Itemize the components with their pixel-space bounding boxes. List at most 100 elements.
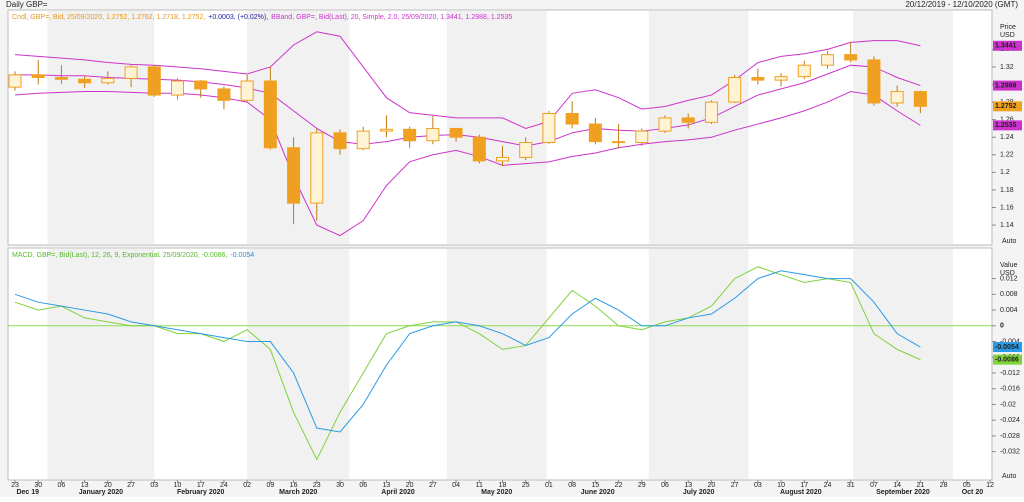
month-label: Dec 19 [16,489,39,496]
candle-body [728,76,742,103]
candle-body [54,76,68,80]
x-tick-label: 01 [545,482,553,489]
x-tick-label: 16 [290,482,298,489]
candle-body [565,113,579,125]
candle-body [844,54,858,61]
axis-unit: USD [1000,32,1015,39]
x-tick-label: 04 [452,482,460,489]
y-tick-label: -0.024 [1000,417,1020,424]
x-tick-label: 17 [800,482,808,489]
x-tick-label: 28 [940,482,948,489]
x-tick-label: 05 [963,482,971,489]
month-label: April 2020 [381,489,415,496]
x-tick-label: 13 [383,482,391,489]
y-tick-label: -0.02 [1000,401,1016,408]
month-label: August 2020 [780,489,822,496]
candle-body [147,66,161,96]
value-tag [993,40,1022,51]
candle-body [287,147,301,204]
month-stripe [648,249,749,479]
legend-entry: Cndl, GBP=, Bid, 25/09/2020, 1.2752, 1.2… [12,14,205,21]
x-tick-label: 10 [777,482,785,489]
x-tick-label: 14 [893,482,901,489]
value-tag-label: 1.2988 [995,82,1017,89]
x-tick-label: 27 [429,482,437,489]
x-tick-label: 24 [220,482,228,489]
candle-body [8,74,22,88]
month-label: May 2020 [481,489,512,496]
month-label: March 2020 [279,489,317,496]
candle-body [681,117,695,123]
candle-body [31,74,45,78]
candle-body [240,80,254,101]
candle-body [217,88,231,101]
x-tick-label: 23 [11,482,19,489]
x-tick-label: 11 [476,482,483,489]
auto-button[interactable]: Auto [1002,473,1017,480]
series-line [14,266,921,461]
candle-body [890,91,904,104]
candle-body [333,132,347,150]
candle-body [612,141,626,144]
x-tick-label: 29 [638,482,646,489]
x-tick-label: 23 [313,482,321,489]
candle-body [913,91,927,107]
y-tick-label: 0.008 [1000,291,1018,298]
candle-body [356,130,370,150]
candle-body [542,113,556,143]
candle-body [78,78,92,84]
y-tick-label: 0.012 [1000,275,1018,282]
candle-body [774,76,788,81]
series-line [15,64,921,147]
y-tick-label: 1.26 [1000,116,1014,123]
header-title: Daily GBP= [6,0,48,9]
month-stripe [47,249,155,479]
candle-body [310,132,324,204]
y-tick-label: -0.028 [1000,433,1020,440]
y-tick-label: 1.32 [1000,64,1014,71]
month-stripe [247,249,350,479]
x-tick-label: 27 [731,482,739,489]
axis-title: Value [1000,262,1017,269]
value-tag-label: -0.0054 [995,344,1019,351]
value-tag [993,101,1022,112]
legend: MACD, GBP=, Bid(Last), 12, 26, 9, Expone… [12,252,254,259]
series-line [14,31,921,129]
series-line [14,270,921,433]
y-tick-label: 0.004 [1000,307,1018,314]
legend-entry: +0.0003, (+0.02%), [208,14,268,21]
candle-body [658,117,672,132]
y-tick-label: 1.22 [1000,152,1014,159]
candle-body [867,59,881,104]
candle-body [124,66,138,79]
x-tick-label: 15 [591,482,599,489]
legend-entry: -0.0054 [230,252,254,259]
x-tick-label: 13 [81,482,89,489]
auto-button[interactable]: Auto [1002,238,1017,245]
header-range: 20/12/2019 - 12/10/2020 (GMT) [905,0,1018,9]
candle-body [426,127,440,142]
month-stripe [446,249,547,479]
x-tick-label: 03 [150,482,158,489]
candle-body [751,76,765,81]
candle-body [797,64,811,78]
x-tick-label: 09 [266,482,274,489]
legend-entry: MACD, GBP=, Bid(Last), 12, 26, 9, Expone… [12,252,227,259]
month-stripe [853,11,953,244]
x-tick-label: 20 [708,482,716,489]
value-tag-label: 1.2752 [995,103,1017,110]
x-tick-label: 06 [58,482,66,489]
x-tick-label: 12 [986,482,994,489]
legend: Cndl, GBP=, Bid, 25/09/2020, 1.2752, 1.2… [12,14,512,21]
value-tag [993,80,1022,91]
x-tick-label: 18 [499,482,507,489]
candle-body [588,123,602,143]
month-stripe [853,249,953,479]
candle-body [704,101,718,123]
x-tick-label: 27 [127,482,135,489]
y-tick-label: 1.16 [1000,204,1014,211]
x-tick-label: 03 [754,482,762,489]
x-tick-label: 07 [870,482,878,489]
